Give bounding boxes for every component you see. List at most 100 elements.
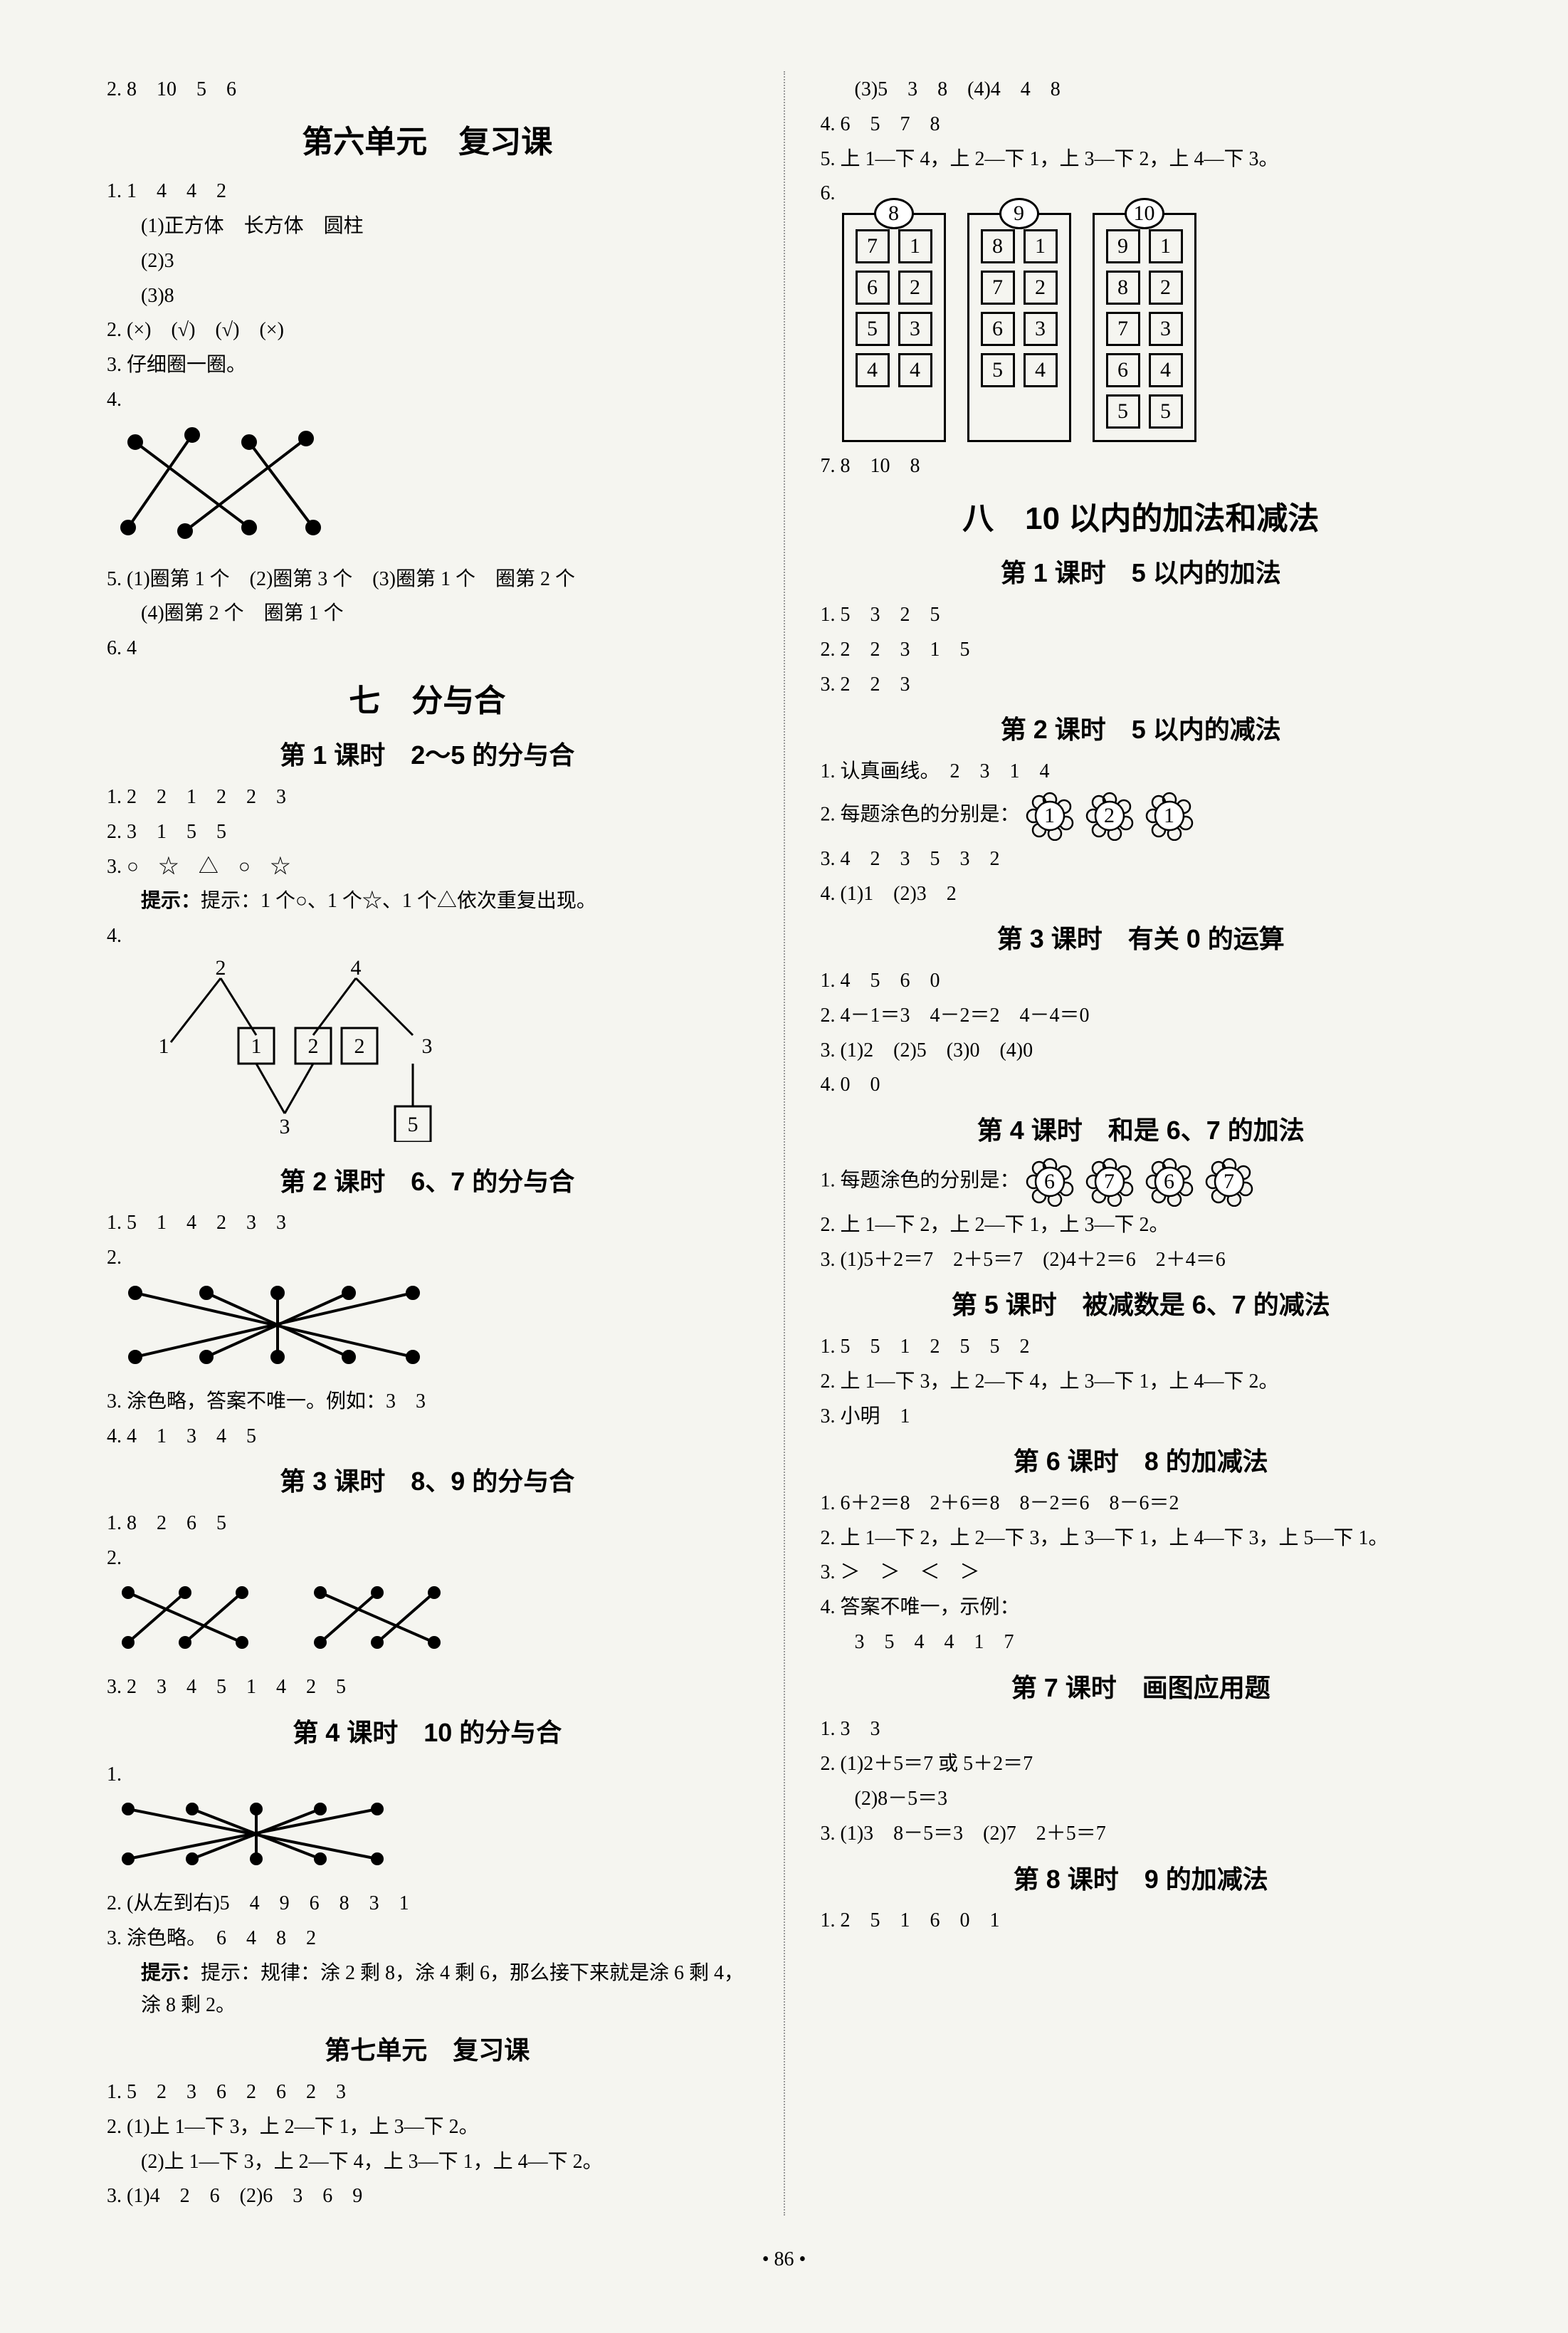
- text: (4)圈第 2 个 圈第 1 个: [107, 598, 748, 630]
- flower-icon: 1: [1145, 791, 1194, 841]
- text: 1. 5 3 2 5: [821, 599, 1462, 631]
- tower-row: 64: [1106, 353, 1183, 387]
- heading-u8s7: 第 7 课时 画图应用题: [821, 1667, 1462, 1709]
- diagram-crossing-dots-3: [107, 1578, 748, 1667]
- text: 1. 2 2 1 2 2 3: [107, 782, 748, 814]
- hint-text: 提示：提示：1 个○、1 个☆、1 个△依次重复出现。: [107, 886, 748, 918]
- text: 4.: [107, 921, 748, 953]
- text: 2. 2 2 3 1 5: [821, 634, 1462, 666]
- tower-cell: 8: [981, 229, 1015, 263]
- text: (1)正方体 长方体 圆柱: [107, 211, 748, 243]
- flower-icon: 7: [1085, 1157, 1135, 1207]
- flower-icon: 7: [1204, 1157, 1254, 1207]
- text: 3. 4 2 3 5 3 2: [821, 844, 1462, 876]
- svg-text:2: 2: [354, 1034, 365, 1058]
- page: 2. 8 10 5 6 第六单元 复习课 1. 1 4 4 2 (1)正方体 长…: [107, 71, 1461, 2216]
- diagram-crossing-dots-4: [107, 1795, 748, 1884]
- tower-cell: 2: [1024, 271, 1058, 305]
- text: 3. 仔细圈一圈。: [107, 350, 748, 382]
- tower-row: 54: [981, 353, 1058, 387]
- tower-cell: 5: [981, 353, 1015, 387]
- tower-cell: 4: [856, 353, 890, 387]
- tower-cell: 2: [898, 271, 932, 305]
- text: 1.: [107, 1759, 748, 1791]
- flower-icon: 6: [1025, 1157, 1075, 1207]
- text: 2. 每题涂色的分别是：: [821, 803, 1020, 825]
- heading-u7s3: 第 3 课时 8、9 的分与合: [107, 1461, 748, 1502]
- text: 3. 2 2 3: [821, 669, 1462, 701]
- svg-text:1: 1: [159, 1034, 169, 1058]
- text: 2.: [107, 1242, 748, 1274]
- diagram-crossing-dots-1: [107, 421, 748, 560]
- tower-cell: 1: [898, 229, 932, 263]
- tower-cell: 4: [898, 353, 932, 387]
- heading-u8s3: 第 3 课时 有关 0 的运算: [821, 918, 1462, 960]
- tower-row: 63: [981, 312, 1058, 346]
- text: 4. 4 1 3 4 5: [107, 1421, 748, 1453]
- hint-body: 提示：1 个○、1 个☆、1 个△依次重复出现。: [201, 890, 596, 912]
- flowers-group-2: 6 7 6 7: [1025, 1157, 1254, 1207]
- text: 4.: [107, 384, 748, 416]
- number-tower: 871625344: [842, 213, 946, 442]
- page-number: • 86 •: [107, 2244, 1461, 2276]
- text: 3. (1)4 2 6 (2)6 3 6 9: [107, 2181, 748, 2213]
- text: 2. 8 10 5 6: [107, 74, 748, 106]
- hint-body: 提示：规律：涂 2 剩 8，涂 4 剩 6，那么接下来就是涂 6 剩 4，涂 8…: [141, 1962, 744, 2016]
- heading-unit7: 七 分与合: [107, 676, 748, 726]
- heading-u8s1: 第 1 课时 5 以内的加法: [821, 552, 1462, 594]
- tower-cell: 6: [981, 312, 1015, 346]
- text: 1. 1 4 4 2: [107, 176, 748, 208]
- text: 3. 2 3 4 5 1 4 2 5: [107, 1672, 748, 1704]
- tower-row: 91: [1106, 229, 1183, 263]
- heading-u8s5: 第 5 课时 被减数是 6、7 的减法: [821, 1284, 1462, 1326]
- tower-cell: 5: [856, 312, 890, 346]
- text: 2. 上 1—下 2，上 2—下 3，上 3—下 1，上 4—下 3，上 5—下…: [821, 1523, 1462, 1555]
- text: 7. 8 10 8: [821, 451, 1462, 483]
- heading-u8s6: 第 6 课时 8 的加减法: [821, 1441, 1462, 1482]
- svg-text:1: 1: [251, 1034, 262, 1058]
- heading-u8s4: 第 4 课时 和是 6、7 的加法: [821, 1110, 1462, 1151]
- left-column: 2. 8 10 5 6 第六单元 复习课 1. 1 4 4 2 (1)正方体 长…: [107, 71, 748, 2216]
- tower-cell: 2: [1149, 271, 1183, 305]
- flower-icon: 2: [1085, 791, 1135, 841]
- text: 3. 涂色略，答案不唯一。例如：3 3: [107, 1386, 748, 1418]
- tower-row: 62: [856, 271, 932, 305]
- heading-u8s8: 第 8 课时 9 的加减法: [821, 1859, 1462, 1900]
- svg-text:3: 3: [422, 1034, 433, 1058]
- tower-cell: 3: [1149, 312, 1183, 346]
- text: 4. 6 5 7 8: [821, 109, 1462, 141]
- tower-cell: 5: [1106, 394, 1140, 429]
- text: 3. 小明 1: [821, 1401, 1462, 1433]
- number-tower: 981726354: [967, 213, 1071, 442]
- svg-text:5: 5: [408, 1113, 419, 1136]
- text: 2. (从左到右)5 4 9 6 8 3 1: [107, 1888, 748, 1920]
- text: 3. (1)3 8－5＝3 (2)7 2＋5＝7: [821, 1818, 1462, 1850]
- text: 1. 4 5 6 0: [821, 965, 1462, 997]
- text: (3)5 3 8 (4)4 4 8: [821, 74, 1462, 106]
- text: (2)上 1—下 3，上 2—下 4，上 3—下 1，上 4—下 2。: [107, 2146, 748, 2179]
- text: 2.: [107, 1543, 748, 1575]
- tower-cell: 3: [898, 312, 932, 346]
- tower-row: 81: [981, 229, 1058, 263]
- tower-cell: 7: [1106, 312, 1140, 346]
- tower-cell: 7: [856, 229, 890, 263]
- heading-unit8: 八 10 以内的加法和减法: [821, 494, 1462, 544]
- diagram-split-tree: 2 4 1 1 2 2 3 3 5: [107, 957, 748, 1153]
- text: 4. 答案不唯一，示例：: [821, 1592, 1462, 1624]
- text: 3. 涂色略。 6 4 8 2: [107, 1923, 748, 1955]
- text: 1. 5 1 4 2 3 3: [107, 1207, 748, 1239]
- heading-u8s2: 第 2 课时 5 以内的减法: [821, 709, 1462, 750]
- text: 6. 4: [107, 633, 748, 665]
- text: 3. (1)5＋2＝7 2＋5＝7 (2)4＋2＝6 2＋4＝6: [821, 1244, 1462, 1276]
- text: 2. 4－1＝3 4－2＝2 4－4＝0: [821, 1000, 1462, 1032]
- text: 3. (1)2 (2)5 (3)0 (4)0: [821, 1035, 1462, 1067]
- flower-line: 2. 每题涂色的分别是： 1 2 1: [821, 791, 1462, 841]
- tower-cell: 1: [1149, 229, 1183, 263]
- tower-head: 9: [999, 198, 1039, 229]
- number-towers: 871625344981726354109182736455: [842, 213, 1462, 442]
- text: (2)8－5＝3: [821, 1783, 1462, 1815]
- right-column: (3)5 3 8 (4)4 4 8 4. 6 5 7 8 5. 上 1—下 4，…: [821, 71, 1462, 2216]
- tower-row: 53: [856, 312, 932, 346]
- svg-text:3: 3: [280, 1115, 290, 1138]
- heading-u7s4: 第 4 课时 10 的分与合: [107, 1712, 748, 1753]
